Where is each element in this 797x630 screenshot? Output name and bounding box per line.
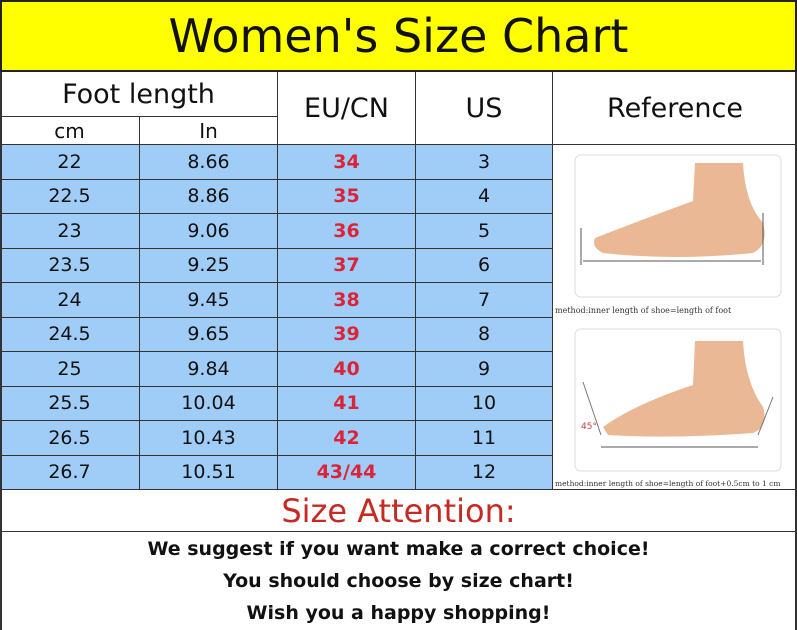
table-cell-us: 3	[416, 145, 553, 180]
table-cell-us: 6	[416, 248, 553, 283]
attention-line-3: Wish you a happy shopping!	[246, 602, 551, 624]
table-cell-us: 4	[416, 179, 553, 214]
table-cell-cm: 24.5	[0, 317, 140, 352]
us-header: US	[416, 72, 553, 145]
table-cell-cm: 26.5	[0, 421, 140, 456]
table-cell-cm: 26.7	[0, 455, 140, 490]
table-cell-in: 9.65	[140, 317, 278, 352]
svg-text:45°: 45°	[581, 422, 597, 432]
table-cell-in: 8.66	[140, 145, 278, 180]
table-cell-cm: 23.5	[0, 248, 140, 283]
table-cell-eu: 43/44	[278, 455, 416, 490]
table-cell-eu: 40	[278, 352, 416, 387]
table-cell-eu: 37	[278, 248, 416, 283]
table-cell-eu: 39	[278, 317, 416, 352]
attention-line-1: We suggest if you want make a correct ch…	[147, 538, 650, 560]
table-cell-eu: 35	[278, 179, 416, 214]
table-cell-us: 11	[416, 421, 553, 456]
table-cell-eu: 42	[278, 421, 416, 456]
table-cell-in: 9.25	[140, 248, 278, 283]
table-cell-in: 10.04	[140, 386, 278, 421]
in-header: In	[140, 117, 278, 145]
table-cell-cm: 25.5	[0, 386, 140, 421]
table-cell-in: 9.45	[140, 283, 278, 318]
table-cell-in: 8.86	[140, 179, 278, 214]
table-cell-eu: 38	[278, 283, 416, 318]
page-title: Women's Size Chart	[0, 0, 797, 72]
table-cell-cm: 25	[0, 352, 140, 387]
reference-panel: method:inner length of shoe=length of fo…	[553, 145, 797, 490]
size-attention-heading: Size Attention:	[0, 490, 797, 532]
table-cell-us: 5	[416, 214, 553, 249]
table-cell-eu: 34	[278, 145, 416, 180]
table-cell-us: 8	[416, 317, 553, 352]
reference-header: Reference	[553, 72, 797, 145]
table-cell-us: 12	[416, 455, 553, 490]
cm-header: cm	[0, 117, 140, 145]
eu-cn-header: EU/CN	[278, 72, 416, 145]
table-cell-cm: 23	[0, 214, 140, 249]
table-cell-in: 9.84	[140, 352, 278, 387]
attention-line-2: You should choose by size chart!	[223, 570, 574, 592]
table-cell-in: 9.06	[140, 214, 278, 249]
table-cell-us: 9	[416, 352, 553, 387]
foot-measure-image-angled: 45°	[574, 328, 782, 472]
foot-length-header: Foot length	[0, 72, 278, 117]
caption-method-2: method:inner length of shoe=length of fo…	[555, 479, 781, 488]
table-cell-us: 7	[416, 283, 553, 318]
table-cell-eu: 36	[278, 214, 416, 249]
caption-method-1: method:inner length of shoe=length of fo…	[555, 306, 732, 315]
table-cell-cm: 22.5	[0, 179, 140, 214]
table-cell-cm: 24	[0, 283, 140, 318]
table-cell-cm: 22	[0, 145, 140, 180]
foot-measure-image-flat	[574, 154, 782, 298]
table-cell-in: 10.43	[140, 421, 278, 456]
table-cell-eu: 41	[278, 386, 416, 421]
table-cell-us: 10	[416, 386, 553, 421]
table-cell-in: 10.51	[140, 455, 278, 490]
